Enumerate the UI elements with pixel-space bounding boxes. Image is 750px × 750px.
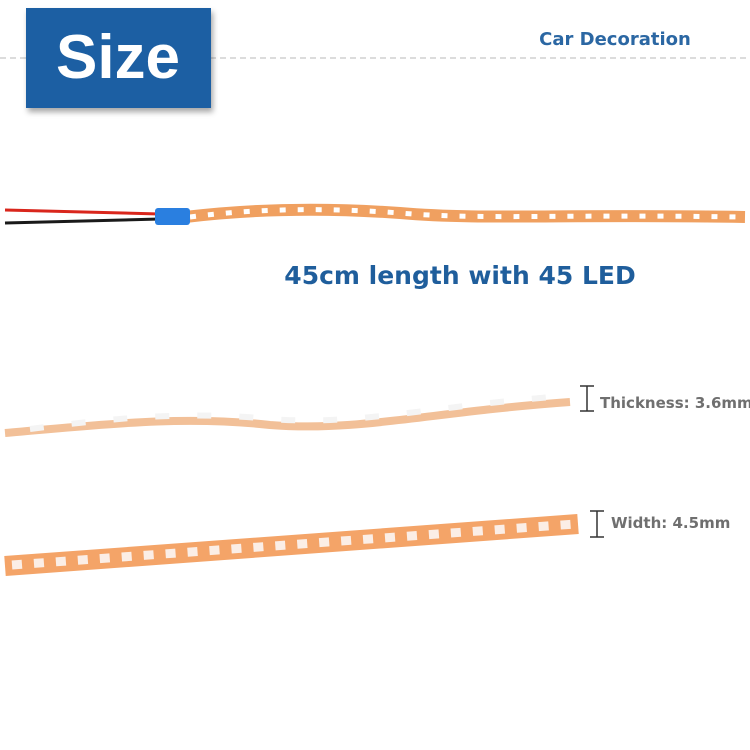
wire-black [4,217,161,225]
thickness-label: Thickness: 3.6mm [600,394,750,412]
thickness-marker [580,385,594,412]
led-strip-top [4,510,604,576]
heat-shrink [155,208,190,225]
strip-leds [11,519,576,570]
strip-leds [189,207,741,220]
led-strip-full [4,203,746,225]
strip-leds [29,393,566,432]
strip-body [4,514,579,576]
led-strip-side [4,385,594,437]
wire-red [4,208,161,216]
width-label: Width: 4.5mm [611,514,730,532]
length-caption: 45cm length with 45 LED [284,261,635,290]
width-marker [590,510,604,538]
strip-body [4,398,571,437]
brand-label: Car Decoration [539,29,691,50]
badge-text: Size [56,23,180,92]
badge-box [26,8,211,108]
